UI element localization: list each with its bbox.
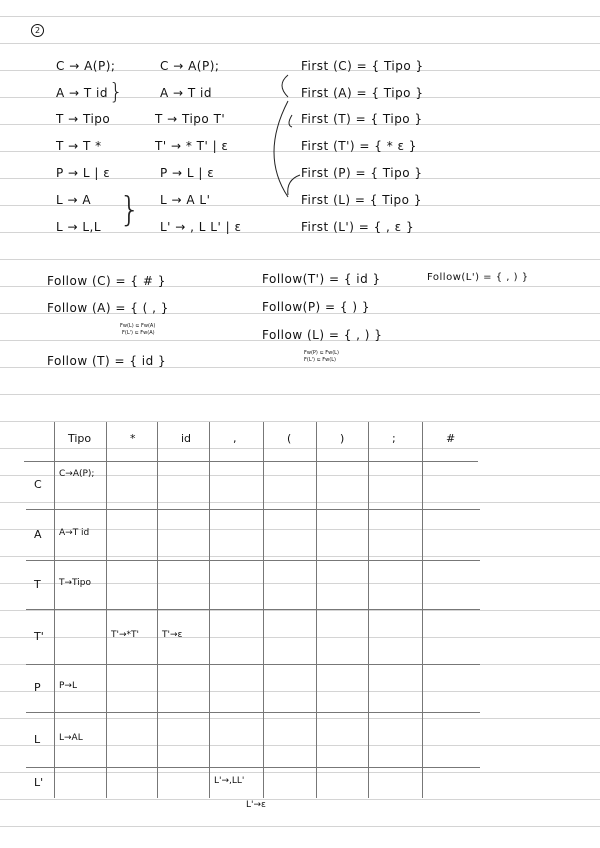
table-row-divider <box>26 609 480 610</box>
table-column-header: ( <box>287 432 292 445</box>
production-transformed: P → L | ε <box>160 166 215 180</box>
table-column-header: ; <box>392 432 396 445</box>
production-original: A → T id <box>56 86 108 100</box>
first-set: First (A) = { Tipo } <box>301 86 424 100</box>
production-transformed: L → A L' <box>160 193 211 207</box>
follow-tprime: Follow(T') = { id } <box>262 272 381 286</box>
brace-left-recursion: } <box>109 80 123 105</box>
table-column-header: id <box>181 432 192 445</box>
production-original: T → T * <box>56 139 102 153</box>
table-column-divider <box>422 422 423 798</box>
table-row-divider <box>26 509 480 510</box>
follow-t: Follow (T) = { id } <box>47 354 167 368</box>
table-column-divider <box>209 422 210 798</box>
follow-l-note-1: Fw(P) ⊆ Fw(L) <box>304 350 339 356</box>
production-original: L → L,L <box>56 220 102 234</box>
table-row-divider <box>24 461 478 462</box>
follow-a: Follow (A) = { ( , } <box>47 301 169 315</box>
table-row-divider <box>26 560 480 561</box>
first-set: First (C) = { Tipo } <box>301 59 424 73</box>
problem-number: 2 <box>31 24 44 37</box>
table-column-header: Tipo <box>68 432 92 445</box>
follow-a-note-2: F(L') ⊆ Fw(A) <box>122 330 155 336</box>
table-cell: L→AL <box>59 732 83 743</box>
production-transformed: T' → * T' | ε <box>155 139 229 153</box>
production-original: C → A(P); <box>56 59 116 73</box>
first-set: First (T) = { Tipo } <box>301 112 423 126</box>
table-cell: A→T id <box>59 527 90 538</box>
table-column-divider <box>368 422 369 798</box>
table-row-header: C <box>34 478 42 491</box>
table-row-divider <box>26 767 480 768</box>
table-cell: T→Tipo <box>59 577 91 588</box>
table-column-header: ) <box>340 432 345 445</box>
brace-left-recursion-2: } <box>119 190 141 230</box>
table-column-header: , <box>233 432 237 445</box>
follow-lprime: Follow(L') = { , ) } <box>427 272 529 283</box>
dependency-arrows <box>273 74 301 198</box>
first-set: First (L) = { Tipo } <box>301 193 422 207</box>
table-overflow-entry: L'→ε <box>246 800 266 810</box>
table-row-header: T <box>34 577 41 591</box>
follow-l-note-2: F(L') ⊆ Fw(L) <box>304 357 336 363</box>
production-transformed: A → T id <box>160 86 212 100</box>
production-transformed: T → Tipo T' <box>155 112 226 126</box>
table-row-divider <box>26 712 480 713</box>
table-row-header: P <box>34 681 41 694</box>
table-column-header: # <box>446 432 456 445</box>
table-row-header: L <box>34 732 41 746</box>
table-column-divider <box>54 422 55 798</box>
table-cell: P→L <box>59 681 77 691</box>
follow-a-note-1: Fw(L) ⊆ Fw(A) <box>120 323 156 329</box>
table-column-divider <box>157 422 158 798</box>
table-cell: C→A(P); <box>59 469 95 479</box>
production-transformed: L' → , L L' | ε <box>160 220 242 234</box>
table-row-header: T' <box>34 629 44 643</box>
table-cell: T'→*T' <box>111 629 139 640</box>
follow-p: Follow(P) = { ) } <box>262 300 371 314</box>
table-cell: T'→ε <box>162 629 183 640</box>
first-set: First (P) = { Tipo } <box>301 166 423 180</box>
first-set: First (L') = { , ε } <box>301 220 415 234</box>
table-row-header: A <box>34 527 42 541</box>
production-original: T → Tipo <box>56 112 111 126</box>
table-row-header: L' <box>34 775 44 789</box>
table-column-divider <box>316 422 317 798</box>
table-column-divider <box>263 422 264 798</box>
production-original: L → A <box>56 193 92 207</box>
follow-c: Follow (C) = { # } <box>47 274 166 288</box>
first-set: First (T') = { * ε } <box>301 139 417 153</box>
table-column-header: * <box>130 432 136 445</box>
production-original: P → L | ε <box>56 166 111 180</box>
follow-l: Follow (L) = { , ) } <box>262 328 383 342</box>
table-column-divider <box>106 422 107 798</box>
production-transformed: C → A(P); <box>160 59 220 73</box>
table-cell: L'→,LL' <box>214 775 245 786</box>
table-row-divider <box>26 664 480 665</box>
